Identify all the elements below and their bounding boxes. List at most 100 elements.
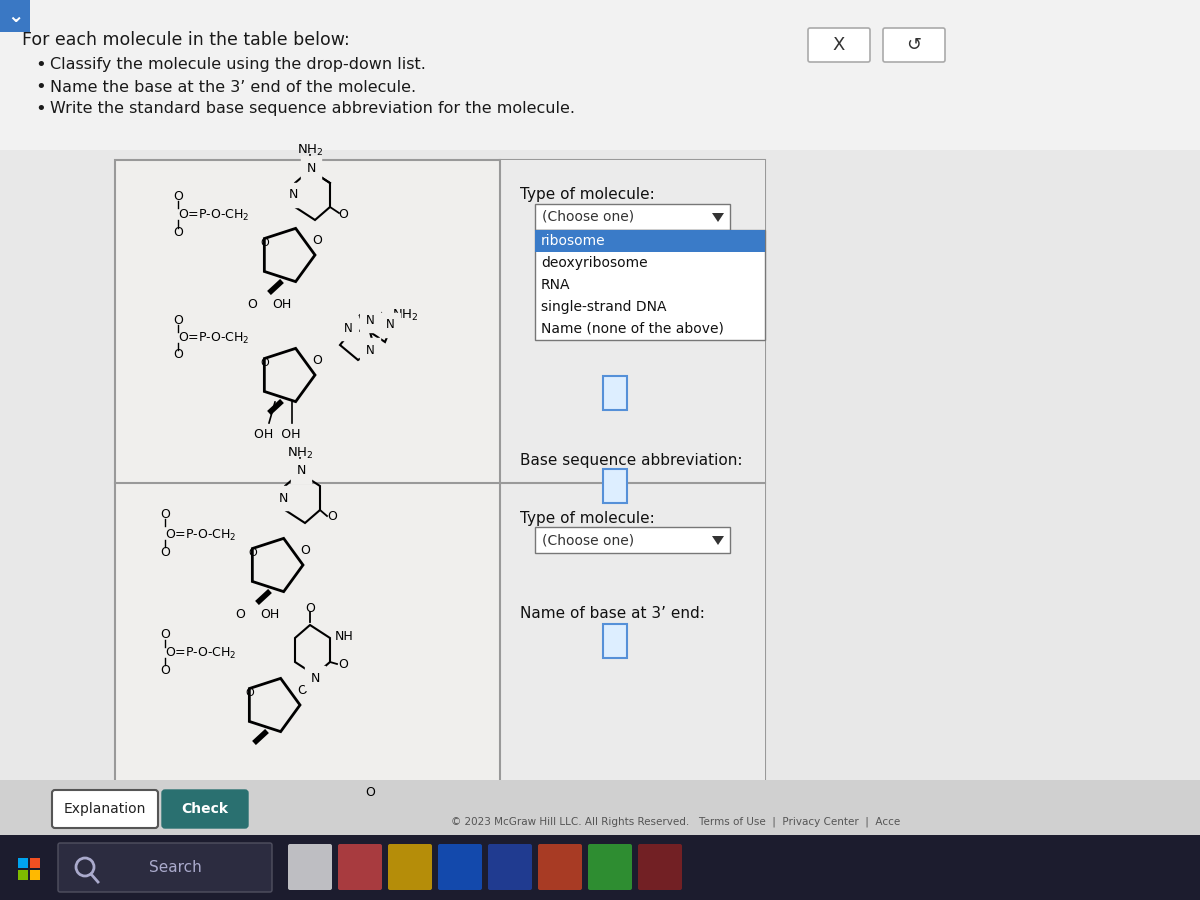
Text: Name (none of the above): Name (none of the above): [541, 322, 724, 336]
Text: OH: OH: [260, 608, 280, 622]
Text: Type of molecule:: Type of molecule:: [520, 510, 655, 526]
FancyBboxPatch shape: [0, 150, 1200, 830]
Text: •: •: [35, 78, 46, 96]
FancyBboxPatch shape: [388, 844, 432, 890]
Text: © 2023 McGraw Hill LLC. All Rights Reserved.   Terms of Use  |  Privacy Center  : © 2023 McGraw Hill LLC. All Rights Reser…: [451, 817, 900, 827]
Text: O: O: [173, 191, 182, 203]
Text: O: O: [160, 508, 170, 521]
Text: O=P-O-CH$_2$: O=P-O-CH$_2$: [166, 645, 236, 661]
FancyBboxPatch shape: [0, 0, 1200, 150]
Text: ribosome: ribosome: [541, 234, 606, 248]
FancyBboxPatch shape: [18, 858, 28, 868]
Text: O: O: [235, 608, 245, 622]
FancyBboxPatch shape: [535, 204, 730, 230]
Text: Classify the molecule using the drop-down list.: Classify the molecule using the drop-dow…: [50, 58, 426, 73]
Text: OH  OH: OH OH: [253, 428, 300, 442]
FancyBboxPatch shape: [604, 469, 628, 503]
Text: NH$_2$: NH$_2$: [296, 142, 323, 157]
FancyBboxPatch shape: [115, 160, 766, 805]
Text: O: O: [338, 209, 348, 221]
FancyBboxPatch shape: [604, 624, 628, 658]
Text: N: N: [296, 464, 306, 478]
Text: O: O: [305, 601, 314, 615]
Text: ↺: ↺: [906, 36, 922, 54]
Text: deoxyribosome: deoxyribosome: [541, 256, 648, 270]
Text: Name the base at the 3’ end of the molecule.: Name the base at the 3’ end of the molec…: [50, 79, 416, 94]
Text: ⌄: ⌄: [7, 6, 23, 25]
FancyBboxPatch shape: [488, 844, 532, 890]
FancyBboxPatch shape: [535, 527, 730, 553]
FancyBboxPatch shape: [30, 858, 40, 868]
Text: O: O: [248, 548, 257, 558]
Polygon shape: [252, 538, 302, 591]
Text: O: O: [173, 348, 182, 362]
Text: (Choose one): (Choose one): [542, 210, 634, 224]
FancyBboxPatch shape: [588, 844, 632, 890]
Text: O: O: [312, 233, 322, 247]
FancyBboxPatch shape: [638, 844, 682, 890]
FancyBboxPatch shape: [0, 835, 1200, 900]
Text: O: O: [260, 358, 269, 368]
FancyBboxPatch shape: [604, 376, 628, 410]
FancyBboxPatch shape: [288, 844, 332, 890]
Text: Name of base at 3’ end:: Name of base at 3’ end:: [520, 606, 704, 620]
FancyBboxPatch shape: [808, 28, 870, 62]
FancyBboxPatch shape: [535, 230, 766, 252]
Text: O=P-O-CH$_2$: O=P-O-CH$_2$: [166, 527, 236, 543]
FancyBboxPatch shape: [538, 844, 582, 890]
Text: O: O: [247, 299, 257, 311]
Text: O: O: [300, 544, 310, 556]
Text: N: N: [311, 671, 319, 685]
FancyBboxPatch shape: [500, 160, 766, 805]
Polygon shape: [264, 348, 314, 401]
FancyBboxPatch shape: [30, 870, 40, 880]
FancyBboxPatch shape: [438, 844, 482, 890]
Text: O: O: [260, 238, 269, 248]
Text: O: O: [298, 683, 307, 697]
Text: O: O: [173, 313, 182, 327]
Text: O: O: [160, 628, 170, 642]
Polygon shape: [250, 679, 300, 732]
Text: N: N: [385, 319, 395, 331]
Text: NH: NH: [335, 629, 354, 643]
Text: Explanation: Explanation: [64, 802, 146, 816]
Text: O: O: [338, 659, 348, 671]
Text: N: N: [366, 344, 374, 356]
Polygon shape: [712, 536, 724, 545]
Text: Search: Search: [149, 860, 202, 875]
Text: N: N: [306, 161, 316, 175]
FancyBboxPatch shape: [162, 790, 248, 828]
Text: Type of molecule:: Type of molecule:: [520, 187, 655, 202]
Text: OH: OH: [272, 299, 292, 311]
Text: single-strand DNA: single-strand DNA: [541, 300, 666, 314]
Text: N: N: [288, 188, 298, 202]
FancyBboxPatch shape: [18, 870, 28, 880]
Text: O: O: [246, 688, 254, 698]
Text: NH$_2$: NH$_2$: [391, 308, 419, 322]
Text: O=P-O-CH$_2$: O=P-O-CH$_2$: [178, 330, 250, 346]
FancyBboxPatch shape: [535, 230, 766, 340]
Text: N: N: [343, 321, 353, 335]
Polygon shape: [712, 213, 724, 222]
Text: O=P-O-CH$_2$: O=P-O-CH$_2$: [178, 208, 250, 222]
FancyBboxPatch shape: [52, 790, 158, 828]
Text: Base sequence abbreviation:: Base sequence abbreviation:: [520, 453, 743, 467]
Text: N: N: [278, 491, 288, 505]
Text: O: O: [173, 227, 182, 239]
FancyBboxPatch shape: [338, 844, 382, 890]
Text: Check: Check: [181, 802, 228, 816]
Polygon shape: [264, 229, 314, 282]
Text: O: O: [328, 510, 337, 524]
Text: NH$_2$: NH$_2$: [287, 446, 313, 461]
Text: O: O: [312, 354, 322, 366]
Text: (Choose one): (Choose one): [542, 533, 634, 547]
Text: O: O: [160, 663, 170, 677]
FancyBboxPatch shape: [0, 0, 30, 32]
Text: •: •: [35, 56, 46, 74]
FancyBboxPatch shape: [883, 28, 946, 62]
FancyBboxPatch shape: [0, 780, 1200, 835]
Text: N: N: [366, 313, 374, 327]
Text: O: O: [160, 546, 170, 560]
Text: For each molecule in the table below:: For each molecule in the table below:: [22, 31, 349, 49]
Text: Write the standard base sequence abbreviation for the molecule.: Write the standard base sequence abbrevi…: [50, 102, 575, 116]
